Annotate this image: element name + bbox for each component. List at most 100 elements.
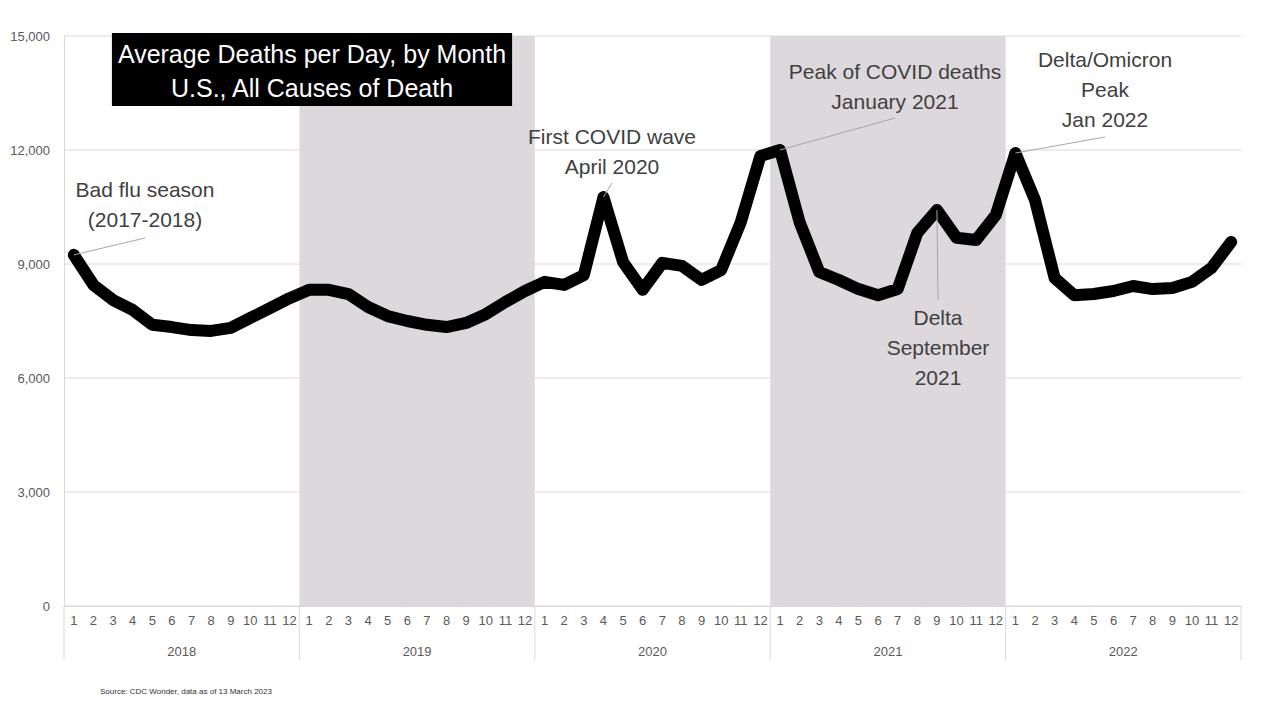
grid-line [64, 606, 1241, 607]
x-tick: 9 [463, 606, 470, 628]
x-tick-label: 5 [855, 613, 862, 628]
x-tick: 4 [364, 606, 371, 628]
x-tick-label: 7 [894, 613, 901, 628]
x-tick-label: 9 [933, 613, 940, 628]
x-tick-label: 8 [914, 613, 921, 628]
x-tick: 3 [580, 606, 587, 628]
year-separator [534, 606, 535, 660]
x-tick: 2 [796, 606, 803, 628]
title-background [112, 33, 512, 106]
y-tick: 0 [43, 599, 64, 614]
y-tick-label: 0 [43, 599, 50, 614]
x-tick-label: 2 [1031, 613, 1038, 628]
annotation-line: First COVID wave [528, 125, 696, 148]
x-tick: 12 [282, 606, 296, 628]
x-tick-label: 10 [949, 613, 963, 628]
y-tick: 6,000 [17, 371, 64, 386]
x-tick-label: 3 [345, 613, 352, 628]
x-tick-label: 6 [874, 613, 881, 628]
grid-line [64, 150, 1241, 151]
y-tick: 12,000 [10, 143, 64, 158]
x-tick: 8 [678, 606, 685, 628]
x-tick: 9 [1169, 606, 1176, 628]
x-tick: 7 [188, 606, 195, 628]
annotation-line: Delta/Omicron [1038, 48, 1172, 71]
x-tick: 11 [263, 606, 277, 628]
x-tick-label: 11 [499, 613, 513, 628]
x-tick-label: 12 [282, 613, 296, 628]
x-tick-label: 8 [1149, 613, 1156, 628]
year-separator [770, 606, 771, 660]
x-tick-label: 4 [129, 613, 136, 628]
x-tick: 6 [404, 606, 411, 628]
x-tick: 5 [1090, 606, 1097, 628]
x-tick-label: 1 [306, 613, 313, 628]
y-tick-label: 12,000 [10, 143, 50, 158]
x-tick: 4 [1071, 606, 1078, 628]
x-tick: 1 [776, 606, 783, 628]
x-tick: 6 [874, 606, 881, 628]
x-tick-label: 2 [796, 613, 803, 628]
x-tick-label: 10 [714, 613, 728, 628]
x-tick: 8 [914, 606, 921, 628]
x-tick-label: 5 [149, 613, 156, 628]
x-tick: 1 [306, 606, 313, 628]
grid [64, 36, 1241, 606]
x-tick: 8 [1149, 606, 1156, 628]
x-tick-label: 9 [1169, 613, 1176, 628]
x-tick: 5 [855, 606, 862, 628]
x-tick-label: 7 [659, 613, 666, 628]
year-separator [64, 606, 65, 660]
annotation-leader [937, 210, 938, 300]
x-tick: 11 [1205, 606, 1219, 628]
annotation-line: Peak of COVID deaths [789, 60, 1001, 83]
year-separator [1241, 606, 1242, 660]
x-tick-label: 4 [1071, 613, 1078, 628]
plot-area [74, 150, 1231, 331]
year-label: 2022 [1109, 644, 1138, 659]
year-label: 2018 [167, 644, 196, 659]
year-band [770, 36, 1005, 606]
subtitle: U.S., All Causes of Death [171, 74, 453, 102]
x-tick-label: 1 [70, 613, 77, 628]
x-tick: 7 [423, 606, 430, 628]
x-tick-label: 5 [619, 613, 626, 628]
x-tick-label: 7 [423, 613, 430, 628]
x-tick: 3 [1051, 606, 1058, 628]
x-tick-label: 1 [541, 613, 548, 628]
x-tick-label: 8 [208, 613, 215, 628]
x-tick: 9 [933, 606, 940, 628]
x-tick-label: 8 [678, 613, 685, 628]
x-tick: 12 [1224, 606, 1238, 628]
year-label: 2020 [638, 644, 667, 659]
annotation-line: January 2021 [831, 90, 958, 113]
x-tick-label: 10 [1185, 613, 1199, 628]
annotation-line: Bad flu season [76, 178, 215, 201]
y-tick-label: 3,000 [17, 485, 50, 500]
year-separator [299, 606, 300, 660]
x-tick-label: 12 [518, 613, 532, 628]
x-tick: 6 [1110, 606, 1117, 628]
x-tick-label: 12 [753, 613, 767, 628]
x-tick: 1 [1012, 606, 1019, 628]
x-tick-label: 5 [384, 613, 391, 628]
x-tick-label: 11 [969, 613, 983, 628]
x-tick: 8 [208, 606, 215, 628]
x-tick-label: 12 [989, 613, 1003, 628]
x-tick: 7 [659, 606, 666, 628]
x-tick-label: 1 [1012, 613, 1019, 628]
x-tick-label: 5 [1090, 613, 1097, 628]
chart: 03,0006,0009,00012,00015,000123456789101… [0, 0, 1280, 720]
annotation-line: 2021 [915, 366, 962, 389]
year-label: 2021 [873, 644, 902, 659]
grid-line [64, 378, 1241, 379]
title: Average Deaths per Day, by Month [118, 40, 506, 68]
x-tick: 3 [345, 606, 352, 628]
x-tick-label: 8 [443, 613, 450, 628]
x-tick-label: 3 [1051, 613, 1058, 628]
x-tick: 5 [619, 606, 626, 628]
grid-line [64, 264, 1241, 265]
x-tick: 11 [734, 606, 748, 628]
y-axis: 03,0006,0009,00012,00015,000 [10, 29, 64, 614]
year-separator [1005, 606, 1006, 660]
